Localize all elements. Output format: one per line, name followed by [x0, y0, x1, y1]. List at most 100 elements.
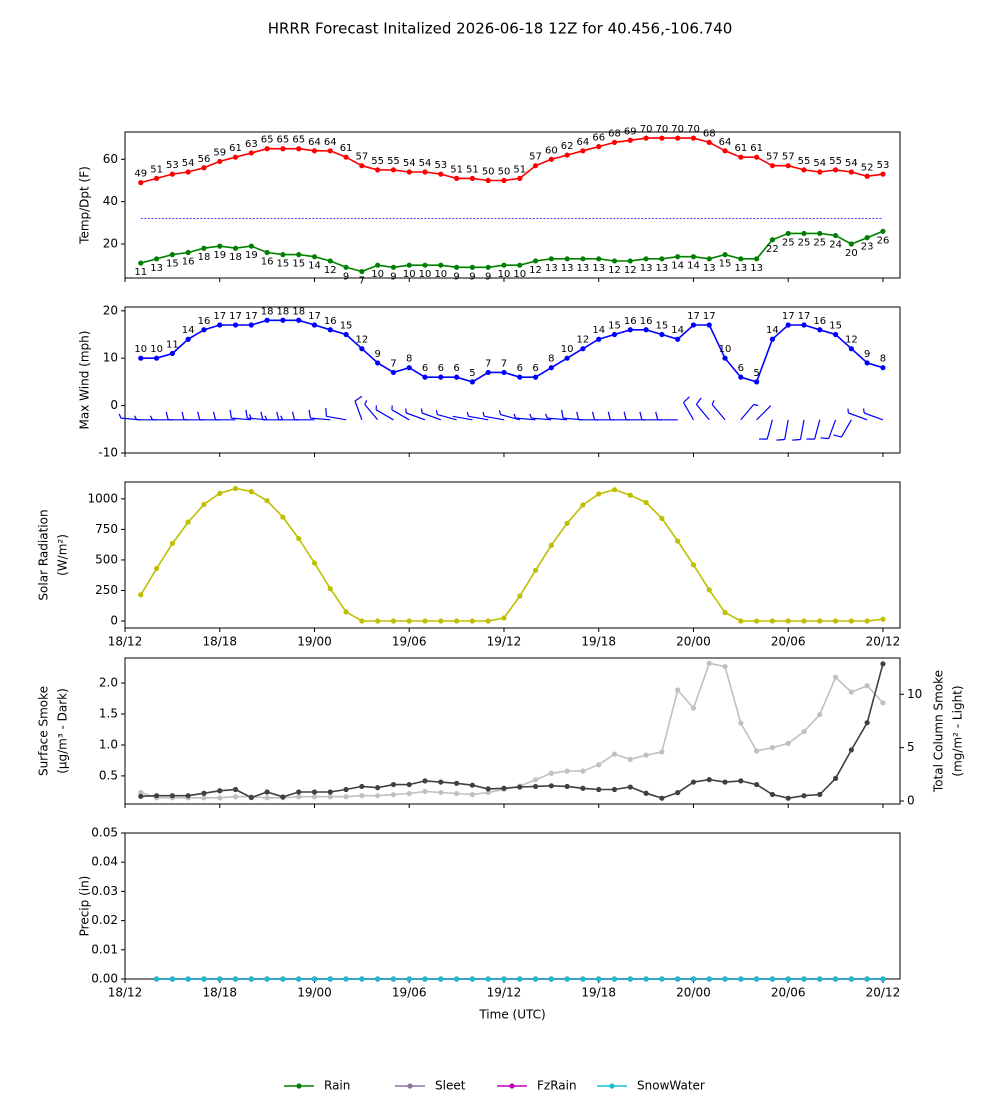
value-label: 25 [798, 237, 811, 248]
data-point [864, 360, 870, 366]
series-line [140, 230, 884, 273]
data-point [501, 976, 507, 982]
data-point [738, 374, 744, 380]
y-tick-label: 0.05 [91, 826, 118, 840]
value-label: 9 [485, 271, 491, 282]
value-label: 12 [577, 335, 590, 346]
data-point [675, 135, 681, 141]
value-label: 9 [374, 349, 380, 360]
value-label: 49 [134, 169, 147, 180]
data-point [596, 762, 602, 768]
data-point [359, 268, 365, 275]
y-tick-label: 20 [103, 303, 118, 317]
y-tick-label: 1.0 [99, 737, 118, 751]
value-label: 9 [343, 271, 349, 282]
data-point [548, 976, 554, 982]
data-point [769, 745, 776, 751]
value-label: 13 [750, 263, 763, 274]
value-label: 16 [624, 316, 637, 327]
data-point [422, 778, 428, 784]
value-label: 7 [359, 276, 365, 287]
data-point [469, 175, 475, 181]
data-point [690, 779, 697, 785]
value-label: 10 [150, 344, 163, 355]
data-point [785, 740, 791, 746]
data-point [201, 165, 207, 171]
value-label: 10 [498, 269, 511, 280]
data-point [264, 498, 270, 504]
wind-barb [229, 409, 252, 421]
data-point [754, 748, 760, 754]
data-point [438, 374, 444, 380]
plot-frame [124, 481, 901, 629]
data-point [438, 262, 444, 268]
data-point [722, 663, 728, 670]
series-line [140, 487, 883, 622]
data-point [532, 374, 539, 380]
data-point [343, 331, 349, 338]
wind-barb [682, 396, 695, 421]
data-point [454, 175, 460, 181]
data-point [517, 593, 523, 599]
data-point [390, 264, 397, 270]
data-point [359, 976, 365, 982]
value-label: 16 [198, 316, 211, 327]
value-label: 13 [150, 263, 163, 274]
value-label: 9 [469, 271, 475, 282]
wind-barb [420, 408, 442, 421]
value-label: 17 [798, 311, 811, 322]
data-point [864, 720, 870, 726]
data-point [690, 322, 697, 328]
value-label: 15 [166, 259, 179, 270]
value-label: 13 [656, 263, 669, 274]
value-label: 15 [340, 320, 353, 331]
x-tick-label: 19/12 [487, 635, 522, 649]
data-point [596, 491, 602, 497]
data-point [138, 592, 144, 598]
data-point [690, 254, 697, 260]
data-point [454, 264, 460, 270]
data-point [485, 618, 491, 624]
x-tick-label: 19/06 [392, 635, 427, 649]
data-point [769, 237, 776, 243]
data-point [311, 322, 318, 328]
data-point [311, 789, 318, 795]
wind-barb [545, 413, 568, 421]
data-point [311, 560, 318, 566]
value-label: 14 [671, 325, 684, 336]
x-tick-label: 18/18 [202, 635, 237, 649]
data-point [327, 586, 333, 592]
data-point [232, 485, 239, 492]
value-label: 25 [813, 237, 826, 248]
data-point [643, 752, 649, 758]
value-label: 18 [261, 306, 274, 317]
data-point [848, 169, 854, 175]
value-label: 10 [419, 269, 432, 280]
y2-axis-label: (mg/m² - Light) [951, 685, 965, 776]
data-point [754, 379, 760, 385]
data-point [848, 346, 854, 352]
value-label: 68 [608, 128, 621, 139]
value-label: 51 [450, 164, 463, 175]
data-point [375, 262, 381, 268]
data-point [785, 795, 791, 801]
data-point [343, 976, 349, 982]
data-point [801, 322, 807, 328]
value-label: 5 [753, 368, 759, 379]
value-label: 13 [734, 263, 747, 274]
data-point [643, 327, 649, 333]
value-label: 15 [829, 320, 842, 331]
data-point [327, 148, 333, 154]
y-tick-label: 10 [103, 351, 118, 365]
data-point [248, 794, 254, 801]
y2-tick-label: 0 [907, 794, 915, 808]
data-point [217, 490, 223, 496]
wind-barb [375, 405, 394, 421]
data-point [438, 171, 444, 177]
data-point [596, 786, 602, 793]
data-point [296, 535, 302, 542]
data-point [596, 256, 602, 262]
wind-barb [165, 411, 189, 421]
value-label: 57 [766, 152, 779, 163]
wind-barb [197, 411, 220, 421]
